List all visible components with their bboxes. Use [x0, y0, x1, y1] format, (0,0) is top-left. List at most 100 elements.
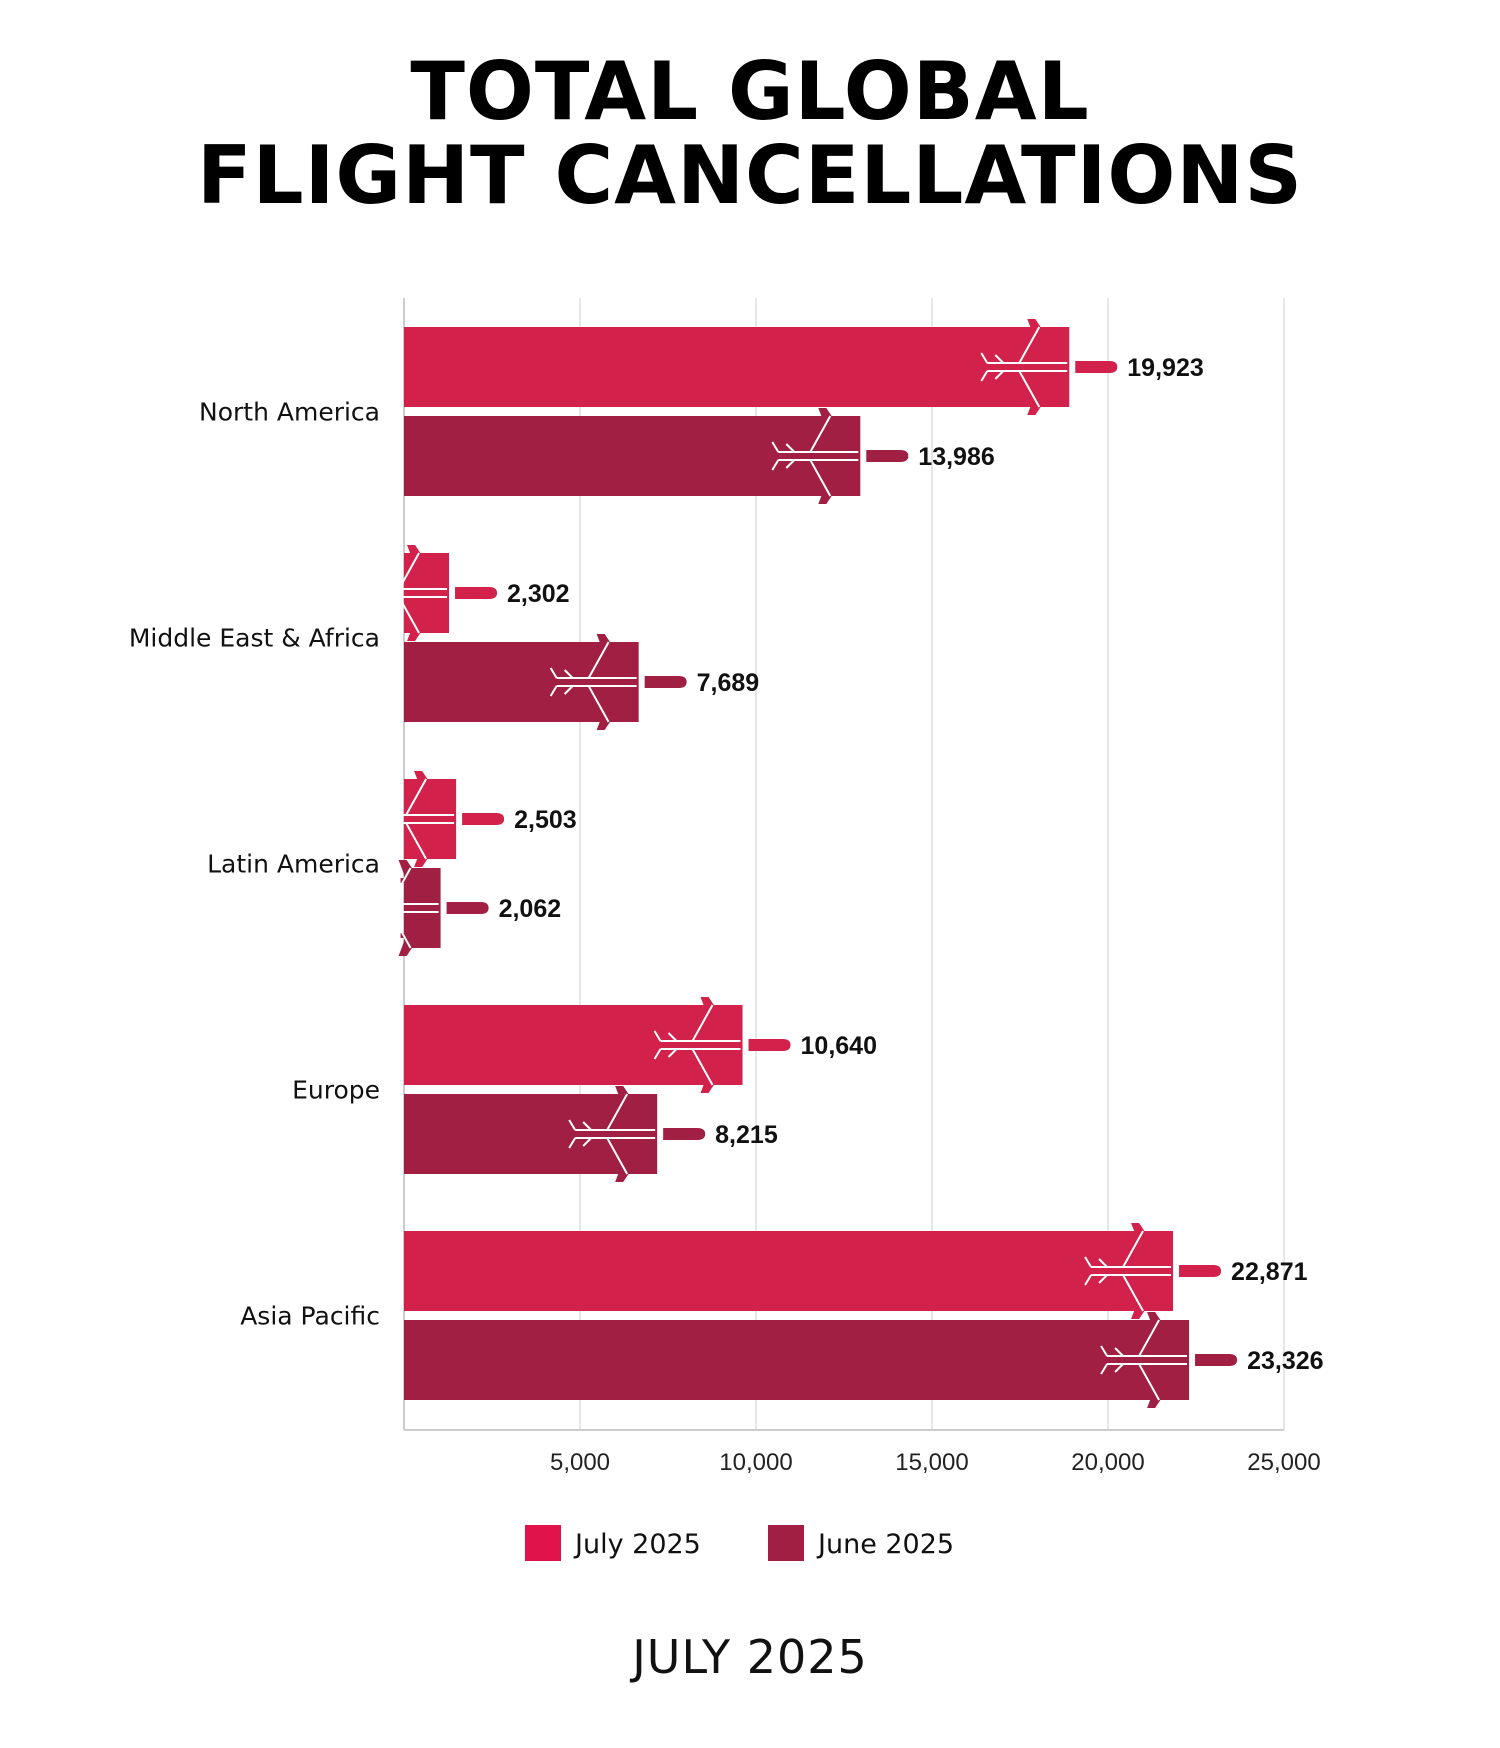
airplane-icon-part	[549, 667, 637, 697]
bar-july-2025	[404, 1005, 743, 1085]
airplane-icon	[980, 319, 1118, 415]
x-tick-label: 5,000	[550, 1449, 610, 1476]
airplane-icon-part	[351, 893, 439, 923]
airplane-icon-part	[405, 778, 427, 860]
airplane-icon	[653, 997, 791, 1093]
airplane-icon-part	[389, 867, 412, 949]
data-label: 2,503	[514, 806, 577, 834]
airplane-icon-part	[1139, 1306, 1150, 1311]
airplane-icon-part	[623, 1094, 634, 1099]
data-label: 19,923	[1127, 354, 1203, 382]
legend-label-june: June 2025	[816, 1529, 954, 1560]
airplane-icon	[568, 1086, 706, 1182]
x-tick-label: 20,000	[1071, 1449, 1144, 1476]
data-label: 2,062	[499, 895, 562, 923]
airplane-icon-part	[617, 1104, 628, 1109]
airplane-icon-part	[663, 1128, 706, 1140]
airplane-icon-part	[598, 707, 609, 712]
airplane-icon-part	[398, 552, 420, 634]
airplane-icon-part	[406, 868, 417, 873]
airplane-icon	[367, 771, 505, 867]
airplane-icon-part	[462, 813, 505, 825]
airplane-icon-part	[416, 789, 427, 794]
airplane-icon-part	[400, 878, 411, 883]
category-label: North America	[199, 398, 380, 427]
airplane-icon-part	[826, 491, 837, 496]
airplane-icon-part	[708, 1080, 719, 1085]
airplane-icon-part	[980, 352, 1068, 382]
airplane-icon-part	[1155, 1395, 1166, 1400]
airplane-icon	[549, 634, 687, 730]
airplane-icon-part	[587, 641, 610, 723]
data-label: 10,640	[801, 1032, 877, 1060]
airplane-icon-part	[604, 717, 615, 722]
airplane-icon-part	[598, 652, 609, 657]
bar-june-2025	[404, 1320, 1190, 1400]
airplane-icon-part	[1149, 1330, 1160, 1335]
airplane-icon-part	[820, 481, 831, 486]
airplane-icon-part	[1018, 326, 1041, 408]
data-label: 8,215	[715, 1121, 778, 1149]
airplane-icon-part	[455, 587, 498, 599]
airplane-icon-part	[691, 1004, 714, 1086]
airplane-icon	[1084, 1223, 1222, 1319]
airplane-icon-part	[623, 1169, 634, 1174]
airplane-icon-part	[606, 1093, 629, 1175]
category-label: Europe	[292, 1076, 380, 1105]
airplane-icon-part	[400, 933, 411, 938]
airplane-icon-part	[702, 1070, 713, 1075]
legend-label-july: July 2025	[573, 1529, 701, 1560]
airplane-icon-part	[1149, 1385, 1160, 1390]
airplane-icon-part	[1155, 1320, 1166, 1325]
airplane-icon-part	[360, 578, 448, 608]
airplane-icon-part	[415, 553, 426, 558]
data-label: 7,689	[697, 669, 760, 697]
airplane-icon-part	[604, 642, 615, 647]
airplane-icon-part	[653, 1030, 741, 1060]
legend-swatch-july	[525, 1525, 561, 1561]
airplane-icon	[360, 545, 498, 641]
footer-date: JULY 2025	[632, 1630, 868, 1684]
airplane-icon-part	[1029, 337, 1040, 342]
airplane-icon-part	[422, 779, 433, 784]
airplane-icon-part	[1138, 1319, 1160, 1401]
airplane-icon-part	[446, 902, 489, 914]
bar-june-2025	[404, 416, 861, 496]
airplane-icon-part	[415, 628, 426, 633]
airplane-icon-part	[409, 563, 420, 568]
airplane-icon-part	[367, 804, 455, 834]
airplane-icon-part	[644, 676, 687, 688]
airplane-icon-part	[820, 426, 831, 431]
airplane-icon	[351, 860, 489, 956]
chart-title-line-1: TOTAL GLOBAL	[410, 45, 1090, 138]
airplane-icon-part	[1195, 1354, 1238, 1366]
data-label: 13,986	[918, 443, 994, 471]
category-label: Middle East & Africa	[129, 624, 380, 653]
airplane-icon	[771, 408, 909, 504]
chart-title-line-2: FLIGHT CANCELLATIONS	[197, 129, 1303, 222]
airplane-icon-part	[1084, 1256, 1172, 1286]
airplane-icon-part	[1035, 327, 1046, 332]
category-label: Asia Pacific	[240, 1302, 380, 1331]
bar-july-2025	[404, 1231, 1174, 1311]
data-label: 22,871	[1231, 1258, 1308, 1286]
chart-title: TOTAL GLOBAL FLIGHT CANCELLATIONS	[0, 50, 1500, 218]
airplane-icon-part	[1029, 392, 1040, 397]
airplane-icon-part	[409, 618, 420, 623]
airplane-icon-part	[1100, 1345, 1188, 1375]
airplane-icon-part	[809, 415, 832, 497]
airplane-icon-part	[1139, 1231, 1150, 1236]
airplane-icon-part	[416, 844, 427, 849]
airplane-icon-part	[771, 441, 859, 471]
bar-july-2025	[404, 327, 1070, 407]
airplane-icon-part	[708, 1005, 719, 1010]
airplane-icon-part	[1075, 361, 1118, 373]
airplane-icon-part	[1133, 1296, 1144, 1301]
airplane-icon-part	[1179, 1265, 1222, 1277]
legend-swatch-june	[768, 1525, 804, 1561]
x-tick-label: 10,000	[719, 1449, 792, 1476]
airplane-icon-part	[1133, 1241, 1144, 1246]
airplane-icon-part	[1035, 402, 1046, 407]
bar-june-2025	[404, 1094, 658, 1174]
